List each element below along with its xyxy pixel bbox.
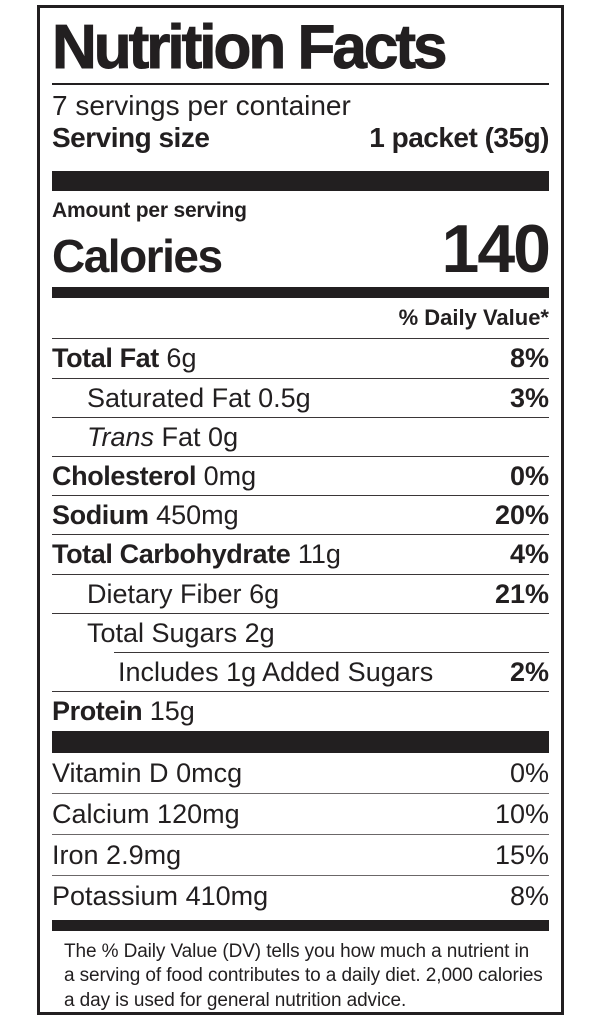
thick-divider-bar [52,730,549,753]
nutrient-name-amount: Dietary Fiber 6g [52,579,279,609]
nutrient-amount: 0.5g [258,382,311,413]
vitamin-row-potassium: Potassium 410mg 8% [52,875,549,916]
vitamin-name: Vitamin D [52,757,169,788]
nutrient-name: Total Fat [52,343,159,374]
nutrient-name-amount: Cholesterol 0mg [52,461,256,491]
nutrient-name: Fat [154,421,201,452]
nutrient-row-total-fat: Total Fat 6g 8% [52,339,549,377]
vitamin-name-amount: Calcium 120mg [52,799,240,829]
vitamin-name: Iron [52,840,99,871]
serving-size-row: Serving size 1 packet (35g) [52,122,549,154]
nutrient-dv: 20% [494,500,549,531]
serving-size-label: Serving size [52,122,210,154]
nutrient-name-amount: Protein 15g [52,696,195,726]
serving-size-value: 1 packet (35g) [369,122,549,154]
nutrient-row-added-sugars: Includes 1g Added Sugars 2% [114,652,549,691]
nutrient-row-dietary-fiber: Dietary Fiber 6g 21% [52,573,549,613]
nutrient-name-italic: Trans [87,421,155,452]
vitamin-amount: 120mg [157,798,240,829]
vitamin-amount: 2.9mg [106,840,182,871]
nutrient-row-total-carbohydrate: Total Carbohydrate 11g 4% [52,534,549,573]
calories-row: Calories 140 [52,215,551,283]
vitamin-rows: Vitamin D 0mcg 0% Calcium 120mg 10% Iron… [52,753,549,917]
nutrient-amount: 15g [149,696,195,727]
vitamin-amount: 410mg [185,881,269,912]
nutrient-dv: 2% [509,657,549,688]
vitamin-name-amount: Iron 2.9mg [52,840,181,870]
nutrient-amount: 6g [249,578,280,609]
nutrient-name-amount: Total Fat 6g [52,343,196,373]
vitamin-dv: 10% [494,798,549,829]
vitamin-row-vitamin-d: Vitamin D 0mcg 0% [52,753,549,793]
nutrient-name: Total Carbohydrate [52,539,291,570]
nutrient-name: Saturated Fat [87,382,251,413]
nutrient-row-cholesterol: Cholesterol 0mg 0% [52,455,549,495]
nutrient-name-amount: Total Carbohydrate 11g [52,539,341,569]
thick-divider-bar [52,171,549,192]
amount-per-serving-label: Amount per serving [52,199,247,223]
nutrient-name-amount: Trans Fat 0g [52,422,238,452]
nutrient-row-saturated-fat: Saturated Fat 0.5g 3% [52,377,549,417]
vitamin-dv: 15% [494,840,549,871]
nutrient-amount: 6g [166,343,197,374]
nutrient-amount: 0g [208,421,239,452]
calories-label: Calories [52,230,223,283]
nutrition-facts-label: Nutrition Facts 7 servings per container… [37,5,564,1015]
nutrient-amount: 11g [297,539,341,570]
nutrient-amount: 450mg [156,500,239,531]
daily-value-footnote: The % Daily Value (DV) tells you how muc… [64,940,543,1011]
servings-per-container: 7 servings per container [52,89,351,121]
vitamin-name: Potassium [52,881,179,912]
nutrient-row-trans-fat: Trans Fat 0g [52,416,549,456]
vitamin-dv: 8% [509,881,549,912]
vitamin-name-amount: Vitamin D 0mcg [52,758,242,788]
nutrient-row-total-sugars: Total Sugars 2g [52,612,549,652]
nutrient-row-protein: Protein 15g [52,691,549,730]
nutrient-name: Sodium [52,500,149,531]
vitamin-row-iron: Iron 2.9mg 15% [52,834,549,875]
calories-value: 140 [441,211,551,288]
nutrient-amount: 0mg [203,460,257,491]
nutrient-dv: 21% [494,578,549,609]
vitamin-row-calcium: Calcium 120mg 10% [52,792,549,834]
label-title: Nutrition Facts [52,13,549,85]
vitamin-name-amount: Potassium 410mg [52,881,268,911]
vitamin-name: Calcium [52,798,150,829]
nutrient-name: Dietary Fiber [87,578,242,609]
nutrient-name-amount: Sodium 450mg [52,500,239,530]
nutrient-name-amount: Total Sugars 2g [52,618,275,648]
vitamin-dv: 0% [509,757,549,788]
medium-divider-bar [52,919,549,931]
nutrient-name: Cholesterol [52,460,197,491]
nutrient-rows: Total Fat 6g 8% Saturated Fat 0.5g 3% Tr… [52,338,549,730]
nutrient-name: Total Sugars [87,617,238,648]
nutrient-dv: 0% [509,460,549,491]
nutrient-name-amount: Includes 1g Added Sugars [118,657,433,687]
nutrient-name: Protein [52,696,143,727]
nutrient-amount: 2g [244,617,275,648]
nutrient-dv: 3% [509,382,549,413]
nutrient-row-sodium: Sodium 450mg 20% [52,495,549,534]
daily-value-header: % Daily Value* [398,305,549,331]
nutrient-name: Includes 1g Added Sugars [118,657,434,688]
nutrient-name-amount: Saturated Fat 0.5g [52,383,311,413]
vitamin-amount: 0mcg [176,757,243,788]
medium-divider-bar [52,287,549,299]
nutrient-dv: 8% [509,343,549,374]
nutrient-dv: 4% [509,539,549,570]
